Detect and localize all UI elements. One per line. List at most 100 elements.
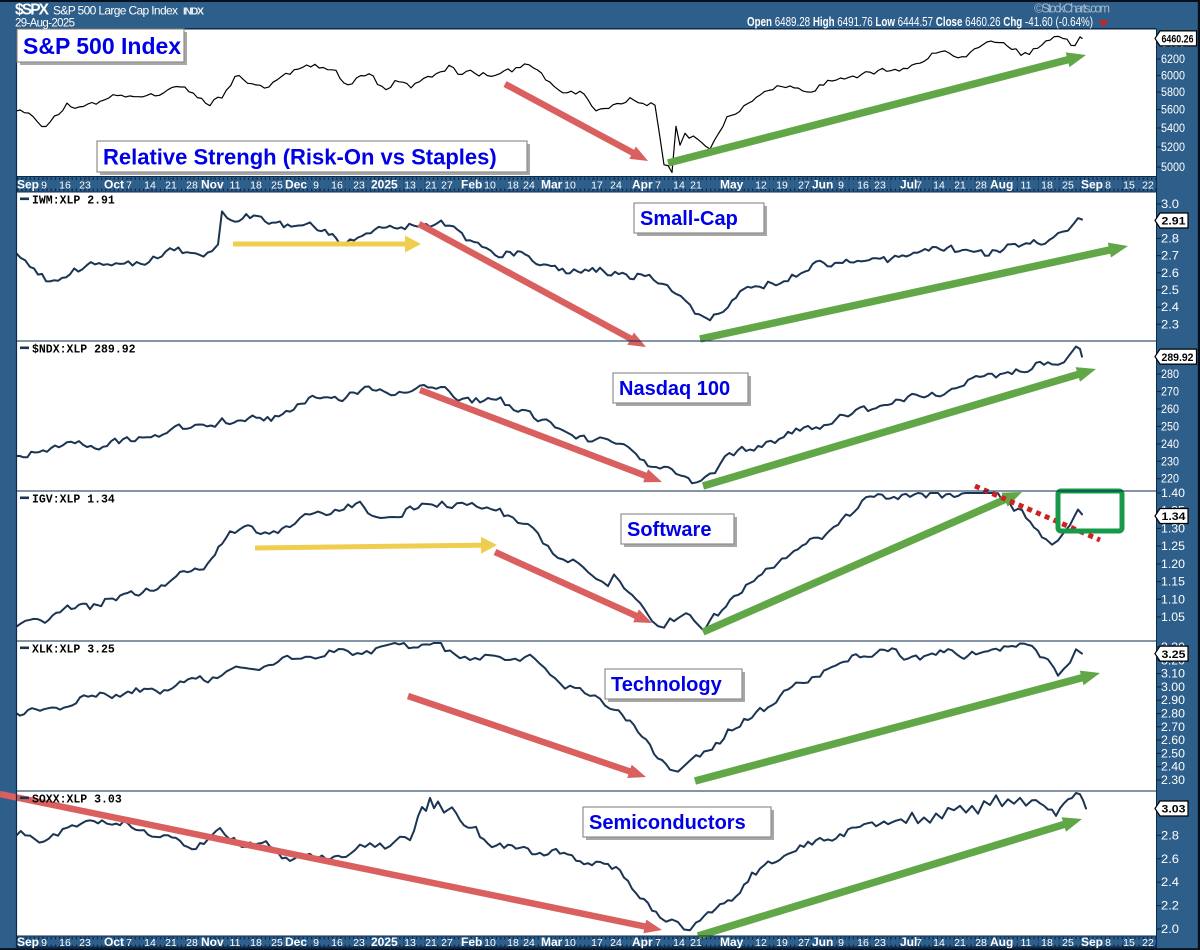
svg-text:13: 13 bbox=[404, 179, 416, 191]
svg-text:22: 22 bbox=[1142, 937, 1154, 949]
svg-text:18: 18 bbox=[507, 937, 519, 949]
svg-text:21: 21 bbox=[954, 937, 966, 949]
svg-text:S&P 500 Index: S&P 500 Index bbox=[23, 33, 181, 59]
svg-text:1.05: 1.05 bbox=[1161, 612, 1185, 624]
svg-text:12: 12 bbox=[755, 179, 767, 191]
svg-text:11: 11 bbox=[230, 179, 241, 191]
svg-text:260: 260 bbox=[1161, 404, 1179, 416]
svg-text:240: 240 bbox=[1161, 439, 1179, 451]
svg-text:2.0: 2.0 bbox=[1161, 924, 1179, 936]
svg-text:2.7: 2.7 bbox=[1161, 251, 1179, 263]
svg-text:1.34: 1.34 bbox=[1162, 511, 1187, 523]
svg-text:11: 11 bbox=[230, 937, 241, 949]
svg-text:14: 14 bbox=[933, 179, 945, 191]
svg-text:1.40: 1.40 bbox=[1161, 488, 1185, 500]
svg-text:9: 9 bbox=[41, 179, 47, 191]
svg-text:13: 13 bbox=[404, 937, 416, 949]
svg-text:28: 28 bbox=[186, 179, 198, 191]
svg-text:22: 22 bbox=[1142, 179, 1154, 191]
svg-text:2.50: 2.50 bbox=[1161, 748, 1185, 760]
svg-text:24: 24 bbox=[610, 937, 622, 949]
svg-text:16: 16 bbox=[331, 937, 343, 949]
svg-text:9: 9 bbox=[313, 937, 319, 949]
svg-text:Mar: Mar bbox=[541, 935, 563, 949]
svg-text:2.4: 2.4 bbox=[1161, 302, 1180, 314]
svg-text:28: 28 bbox=[975, 179, 987, 191]
svg-text:SOXX:XLP 3.03: SOXX:XLP 3.03 bbox=[32, 794, 122, 807]
svg-text:2.6: 2.6 bbox=[1161, 268, 1179, 280]
svg-text:19: 19 bbox=[776, 937, 788, 949]
svg-text:$NDX:XLP 289.92: $NDX:XLP 289.92 bbox=[32, 344, 136, 357]
svg-text:21: 21 bbox=[425, 937, 437, 949]
svg-text:24: 24 bbox=[523, 937, 535, 949]
svg-text:Sep: Sep bbox=[1081, 935, 1103, 949]
svg-text:Oct: Oct bbox=[104, 935, 124, 949]
svg-text:14: 14 bbox=[144, 179, 156, 191]
svg-text:2.80: 2.80 bbox=[1161, 709, 1185, 721]
svg-text:Nov: Nov bbox=[201, 177, 224, 191]
svg-text:14: 14 bbox=[673, 937, 685, 949]
svg-text:8: 8 bbox=[1105, 937, 1111, 949]
svg-text:16: 16 bbox=[59, 179, 71, 191]
svg-text:5800: 5800 bbox=[1161, 87, 1185, 99]
svg-text:27: 27 bbox=[441, 179, 453, 191]
svg-text:25: 25 bbox=[271, 179, 283, 191]
svg-text:16: 16 bbox=[857, 937, 869, 949]
svg-text:2.8: 2.8 bbox=[1161, 830, 1179, 842]
svg-text:27: 27 bbox=[798, 179, 810, 191]
svg-text:Aug: Aug bbox=[990, 935, 1013, 949]
svg-text:25: 25 bbox=[271, 937, 283, 949]
svg-text:18: 18 bbox=[250, 179, 262, 191]
svg-text:7: 7 bbox=[655, 937, 661, 949]
svg-text:2.2: 2.2 bbox=[1161, 901, 1179, 913]
svg-text:2025: 2025 bbox=[371, 935, 398, 949]
svg-text:23: 23 bbox=[353, 179, 365, 191]
svg-text:23: 23 bbox=[79, 937, 91, 949]
svg-text:21: 21 bbox=[690, 179, 702, 191]
svg-text:230: 230 bbox=[1161, 456, 1179, 468]
svg-text:Sep: Sep bbox=[17, 177, 39, 191]
svg-text:©StockCharts.com: ©StockCharts.com bbox=[1034, 2, 1110, 16]
svg-text:7: 7 bbox=[916, 937, 922, 949]
svg-text:1.10: 1.10 bbox=[1161, 594, 1185, 606]
svg-text:23: 23 bbox=[79, 179, 91, 191]
svg-text:25: 25 bbox=[1062, 179, 1074, 191]
svg-text:IWM:XLP 2.91: IWM:XLP 2.91 bbox=[32, 195, 115, 208]
svg-text:IGV:XLP 1.34: IGV:XLP 1.34 bbox=[32, 494, 115, 507]
svg-text:9: 9 bbox=[313, 179, 319, 191]
svg-text:1.15: 1.15 bbox=[1161, 577, 1185, 589]
svg-text:21: 21 bbox=[425, 179, 437, 191]
svg-text:Apr: Apr bbox=[632, 177, 653, 191]
svg-text:16: 16 bbox=[331, 179, 343, 191]
svg-text:Nasdaq 100: Nasdaq 100 bbox=[619, 378, 730, 400]
svg-text:$SPX: $SPX bbox=[15, 2, 50, 19]
svg-text:Jun: Jun bbox=[812, 177, 833, 191]
svg-text:10: 10 bbox=[484, 179, 496, 191]
svg-text:16: 16 bbox=[857, 179, 869, 191]
svg-text:2.8: 2.8 bbox=[1161, 233, 1179, 245]
svg-text:7: 7 bbox=[916, 179, 922, 191]
svg-text:14: 14 bbox=[144, 937, 156, 949]
svg-text:5400: 5400 bbox=[1161, 123, 1185, 135]
svg-text:6200: 6200 bbox=[1161, 54, 1185, 66]
svg-text:10: 10 bbox=[564, 179, 576, 191]
svg-text:2.4: 2.4 bbox=[1161, 877, 1180, 889]
svg-text:11: 11 bbox=[1021, 937, 1032, 949]
svg-text:12: 12 bbox=[755, 937, 767, 949]
svg-text:10: 10 bbox=[564, 937, 576, 949]
svg-text:9: 9 bbox=[838, 179, 844, 191]
svg-text:5600: 5600 bbox=[1161, 105, 1185, 117]
svg-text:Jul: Jul bbox=[900, 935, 917, 949]
svg-text:3.00: 3.00 bbox=[1161, 682, 1185, 694]
svg-text:18: 18 bbox=[1041, 179, 1053, 191]
svg-text:2.40: 2.40 bbox=[1161, 762, 1185, 774]
svg-text:7: 7 bbox=[126, 179, 132, 191]
svg-text:14: 14 bbox=[933, 937, 945, 949]
svg-text:Sep: Sep bbox=[17, 935, 39, 949]
svg-text:23: 23 bbox=[353, 937, 365, 949]
svg-text:2.90: 2.90 bbox=[1161, 695, 1185, 707]
svg-text:7: 7 bbox=[655, 179, 661, 191]
svg-text:2.70: 2.70 bbox=[1161, 722, 1185, 734]
svg-text:Software: Software bbox=[627, 519, 711, 541]
svg-text:15: 15 bbox=[1123, 179, 1135, 191]
